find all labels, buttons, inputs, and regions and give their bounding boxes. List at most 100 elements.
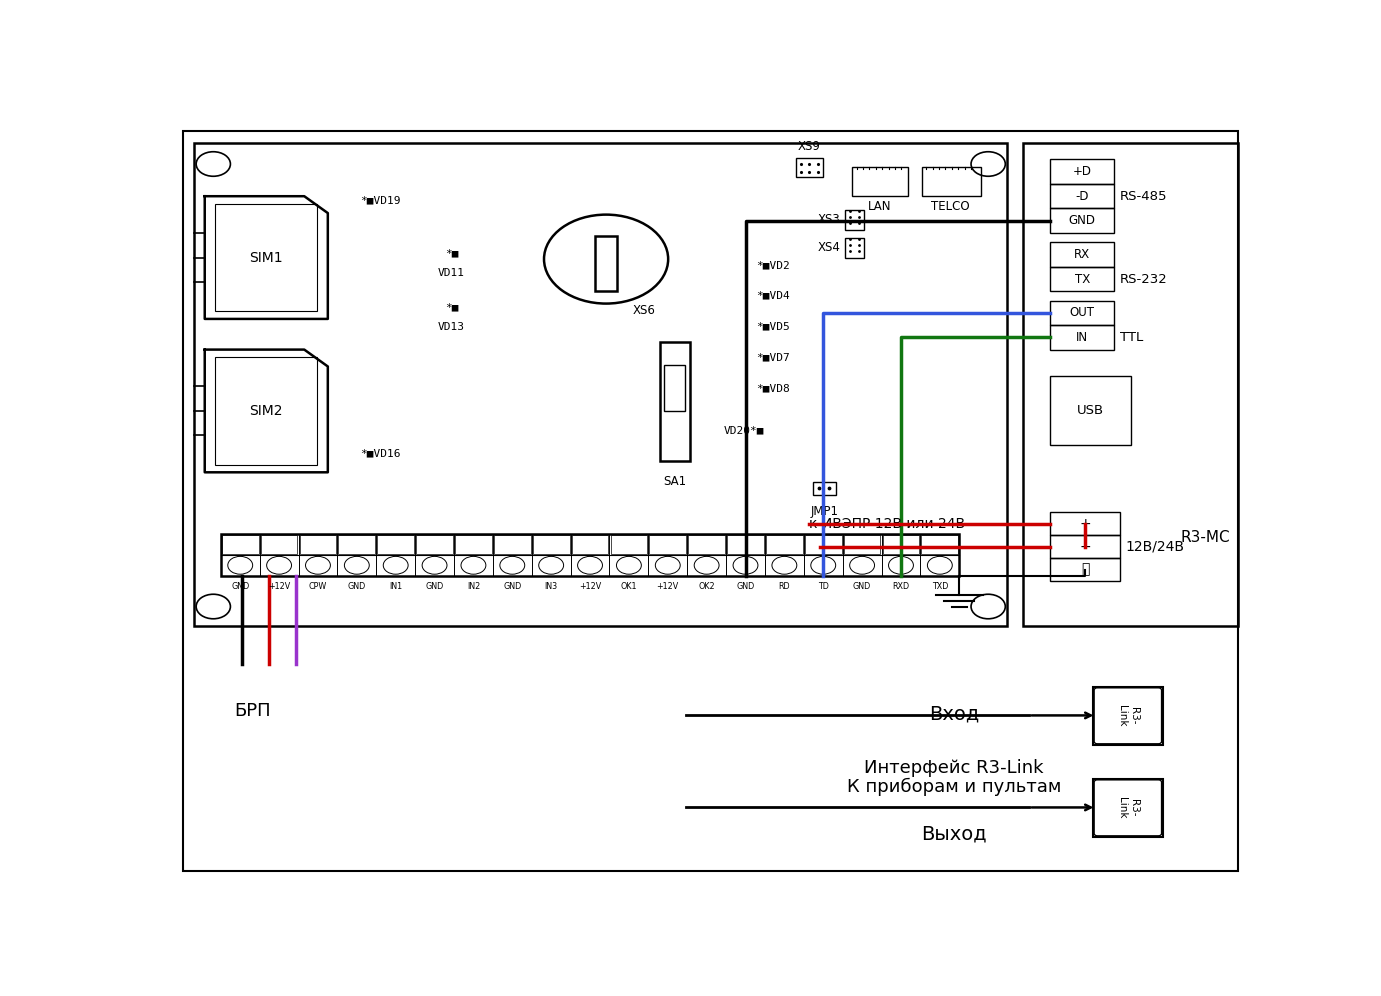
Bar [193,142,1008,625]
Text: JMP1: JMP1 [811,505,838,518]
Bar [649,535,686,554]
Text: Интерфейс R3-Link: Интерфейс R3-Link [865,759,1044,777]
Bar [845,238,865,258]
Bar [795,158,823,177]
Text: *■VD7: *■VD7 [755,353,790,363]
Bar [812,481,837,495]
Text: LAN: LAN [869,200,892,213]
Text: -D: -D [1076,189,1090,203]
Bar [882,535,920,554]
Bar [1051,242,1114,267]
Bar [1051,208,1114,233]
Bar [416,535,453,554]
Text: *■VD16: *■VD16 [360,448,400,458]
Text: *■VD5: *■VD5 [755,322,790,332]
Bar [533,535,569,554]
Text: TXD: TXD [932,582,947,591]
Text: +12V: +12V [268,582,290,591]
Bar [572,535,609,554]
Text: *■: *■ [446,249,458,259]
Text: 12В/24В: 12В/24В [1126,540,1184,554]
Bar [845,210,865,230]
Text: ⏚: ⏚ [1081,563,1090,577]
Bar [1051,535,1120,558]
Text: R3-
Link: R3- Link [1117,705,1139,726]
Bar [215,358,318,464]
Text: RS-232: RS-232 [1120,273,1167,286]
Text: TTL: TTL [1120,331,1143,344]
Bar [338,535,376,554]
Text: XS9: XS9 [798,140,820,153]
Text: TELCO: TELCO [931,200,969,213]
Bar [1051,267,1114,291]
Text: VD11: VD11 [438,268,465,278]
Text: SA1: SA1 [663,475,686,488]
Bar [215,204,318,312]
Text: +: + [1079,517,1091,531]
Text: XS6: XS6 [632,304,656,317]
Text: RX: RX [1074,248,1091,261]
Text: R3-MC: R3-MC [1181,530,1230,545]
Text: IN2: IN2 [467,582,481,591]
Bar [1051,159,1114,184]
Text: OK1: OK1 [620,582,637,591]
Text: *■VD2: *■VD2 [755,260,790,270]
Bar [1094,779,1163,837]
Text: USB: USB [1077,404,1103,417]
Text: к ИВЭПР 12В или 24В: к ИВЭПР 12В или 24В [809,517,965,531]
Text: *■VD8: *■VD8 [755,382,790,393]
Text: TD: TD [818,582,829,591]
Bar [844,535,881,554]
Text: OUT: OUT [1070,307,1095,320]
Text: XS3: XS3 [818,213,841,226]
Text: R3-
Link: R3- Link [1117,797,1139,819]
Bar [660,342,689,461]
Bar [923,167,981,196]
Bar [921,535,958,554]
Bar [610,535,648,554]
Text: *■VD4: *■VD4 [755,291,790,301]
Text: IN1: IN1 [389,582,402,591]
Text: GND: GND [853,582,871,591]
Bar [664,365,685,411]
Text: GND: GND [503,582,522,591]
Bar [728,535,764,554]
Text: К приборам и пультам: К приборам и пультам [847,778,1061,796]
Text: +D: +D [1073,165,1092,178]
Text: OK2: OK2 [699,582,715,591]
Bar [261,535,297,554]
Bar [300,535,337,554]
Text: *■: *■ [446,303,458,313]
Text: VD20*■: VD20*■ [724,425,764,435]
Text: Вход: Вход [929,704,979,723]
Bar [1051,558,1120,582]
Text: GND: GND [1069,214,1097,227]
Bar [595,236,617,291]
Bar [494,535,530,554]
Text: IN: IN [1076,331,1088,344]
Text: IN3: IN3 [544,582,558,591]
Text: GND: GND [348,582,366,591]
Text: GND: GND [425,582,443,591]
Bar [1051,376,1131,445]
Bar [1051,512,1120,535]
Text: SIM2: SIM2 [250,404,283,418]
Text: GND: GND [736,582,754,591]
Text: −: − [1079,540,1091,554]
Bar [688,535,725,554]
Text: +12V: +12V [579,582,601,591]
Bar [1051,184,1114,208]
Text: БРП: БРП [235,702,271,720]
Bar [221,534,960,576]
Bar [456,535,492,554]
Text: XS4: XS4 [818,241,841,254]
Text: +12V: +12V [656,582,679,591]
Text: SIM1: SIM1 [250,251,283,265]
Text: Выход: Выход [921,825,987,844]
Bar [766,535,802,554]
Text: VD13: VD13 [438,322,465,332]
Bar [1094,687,1163,745]
Text: *■VD19: *■VD19 [360,195,400,205]
Text: CPW: CPW [309,582,327,591]
Text: RS-485: RS-485 [1120,189,1167,203]
